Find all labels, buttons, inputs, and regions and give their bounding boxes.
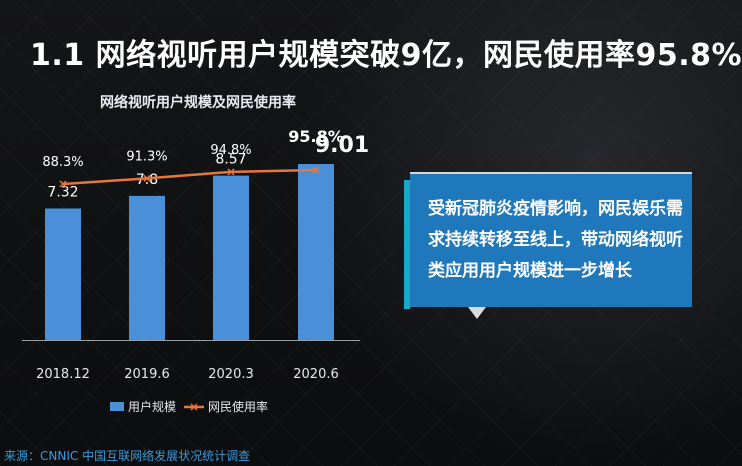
bar xyxy=(45,208,81,340)
line-value-label: 88.3% xyxy=(42,155,83,170)
bar xyxy=(129,195,165,340)
bar-value-label: 7.32 xyxy=(47,184,78,200)
legend-label-line: 网民使用率 xyxy=(208,399,268,414)
x-tick-label: 2020.6 xyxy=(293,367,339,382)
bar-value-label: 9.01 xyxy=(315,133,369,158)
bar-value-label: 7.8 xyxy=(136,172,158,188)
page-title: 1.1 网络视听用户规模突破9亿，网民使用率95.8% xyxy=(30,38,742,73)
source-note: 来源：CNNIC 中国互联网络发展状况统计调查 xyxy=(4,449,251,463)
callout-text: 受新冠肺炎疫情影响，网民娱乐需求持续转移至线上，带动网络视听类应用用户规模进一步… xyxy=(428,199,683,281)
line-point xyxy=(312,166,320,174)
bar xyxy=(213,175,249,340)
bar-value-label: 8.57 xyxy=(215,152,246,168)
line-point xyxy=(227,168,235,176)
x-tick-label: 2020.3 xyxy=(208,367,254,382)
line-value-label: 94.8% xyxy=(210,143,251,158)
legend-label-bar: 用户规模 xyxy=(128,399,176,414)
line-point xyxy=(143,174,151,182)
line-value-label: 95.8% xyxy=(288,127,344,146)
legend-marker-line xyxy=(190,403,198,411)
line-point xyxy=(59,180,67,188)
x-tick-label: 2019.6 xyxy=(124,367,170,382)
bar xyxy=(298,164,334,340)
legend-swatch-bar xyxy=(110,402,124,411)
callout-box: 受新冠肺炎疫情影响，网民娱乐需求持续转移至线上，带动网络视听类应用用户规模进一步… xyxy=(404,172,692,319)
line-value-label: 91.3% xyxy=(126,149,167,164)
usage-rate-line xyxy=(62,168,317,186)
chart-title: 网络视听用户规模及网民使用率 xyxy=(100,95,296,111)
x-tick-label: 2018.12 xyxy=(36,367,90,382)
